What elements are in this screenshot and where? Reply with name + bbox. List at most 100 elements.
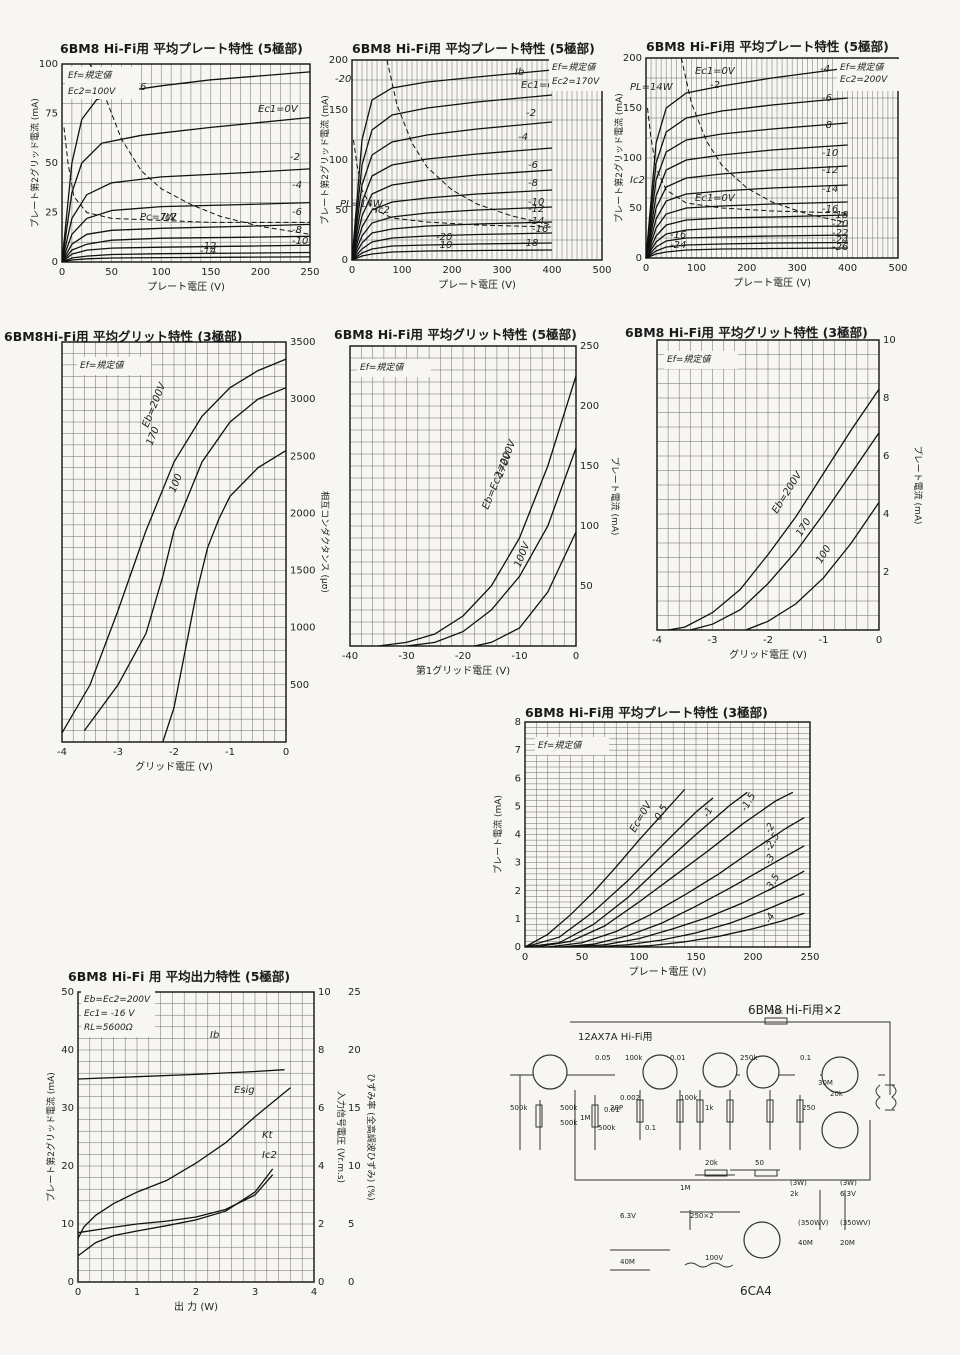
x-tick-label: -1 [225, 747, 235, 758]
series-line [61, 223, 311, 263]
series-line [61, 244, 311, 263]
x-tick-label: 400 [838, 263, 857, 274]
annotation-text: Ef=規定値 [538, 740, 583, 751]
series-label: -12 [528, 204, 544, 215]
x-axis-label: プレート電圧 (V) [438, 279, 516, 291]
x-tick-label: 1 [134, 1287, 140, 1298]
series-line [645, 122, 848, 259]
series-label: -2 [710, 80, 720, 91]
series-line [77, 1168, 274, 1257]
series-line [406, 447, 577, 647]
series-label: -8 [292, 225, 302, 236]
x-axis-label: プレート電圧 (V) [629, 966, 707, 978]
series-label: Ec1=0V [521, 80, 562, 91]
y-tick-label: 0 [342, 255, 348, 266]
series-line [536, 791, 794, 948]
schematic-component-label: 100k [680, 1094, 698, 1102]
series-label: -1.5 [739, 791, 758, 813]
grid [351, 59, 603, 261]
schematic-component-label: 0.05 [595, 1054, 611, 1062]
x-tick-label: -1 [819, 635, 829, 646]
y-tick-label: 10 [883, 335, 896, 346]
schematic-label-6ca4: 6CA4 [740, 1284, 772, 1298]
series-label: -2 [290, 152, 300, 163]
x-tick-label: 0 [349, 265, 355, 276]
series-label: Pc=7W [140, 212, 177, 223]
series-label: -14 [528, 216, 544, 227]
plot-frame [61, 63, 311, 263]
x-tick-label: 0 [643, 263, 649, 274]
x-tick-label: 500 [888, 263, 907, 274]
series-label: Ec1=0V [258, 104, 299, 115]
series-label: -14 [822, 184, 838, 195]
series-line [645, 241, 848, 259]
x-tick-label: 0 [59, 267, 65, 278]
y-tick-label: 0 [515, 942, 521, 953]
y2-tick-label: 0 [318, 1277, 324, 1288]
series-line [61, 251, 311, 263]
schematic-component-label: 500k [510, 1104, 528, 1112]
y-tick-label: 200 [329, 55, 348, 66]
series-label: -3 [763, 852, 778, 866]
y-tick-label: 500 [290, 680, 309, 691]
y-tick-label: 100 [623, 153, 642, 164]
chart-panel-8: 6BM8 Hi-Fi 用 平均出力特性 (5極部) 0 1 2 3 4 0 10 20 30 40… [0, 962, 380, 1322]
series-line [351, 242, 553, 261]
y-tick-label: 0 [636, 253, 642, 264]
series-line [351, 69, 553, 261]
plot-frame [351, 59, 603, 261]
y-tick-label: 25 [45, 208, 58, 219]
series-label: -10 [436, 240, 452, 251]
series-label: -16 [822, 204, 838, 215]
series-line [351, 232, 553, 261]
y-tick-label: 50 [629, 203, 642, 214]
series-line [63, 127, 310, 223]
series-label: Eb=200V [770, 469, 805, 516]
schematic-tubes [532, 1052, 859, 1259]
chart-title-7: 6BM8 Hi-Fi用 平均プレート特性 (3極部) [525, 705, 768, 720]
annotation-text: Ef=規定値 [552, 62, 597, 73]
schematic-component-label: (3W) [840, 1179, 857, 1187]
x-tick-label: -20 [455, 651, 471, 662]
annotation-text: RL=5600Ω [84, 1023, 133, 1033]
series-line [162, 450, 287, 743]
plot-frame [61, 341, 287, 743]
y-tick-label: 6 [515, 773, 521, 784]
plate-characteristics-pentode-200v-chart: 0 100 200 300 400 500 0 50 100 150 200 プレート電圧 (V) プレ… [613, 53, 911, 289]
series-line [61, 358, 287, 734]
y-tick-label: 0 [52, 257, 58, 268]
y-tick-label: 50 [45, 158, 58, 169]
x-tick-label: -40 [342, 651, 358, 662]
series-label: -2 [763, 821, 778, 835]
grid [349, 345, 577, 647]
series-line [474, 531, 577, 647]
x-tick-label: 50 [105, 267, 118, 278]
y-axis-label: プレート第2グリッド電流 (mA) [29, 98, 41, 228]
y-tick-label: 150 [329, 105, 348, 116]
y-tick-label: 2500 [290, 451, 315, 462]
y-tick-label: 8 [883, 393, 889, 404]
schematic-component-label: 20P [610, 1104, 623, 1112]
series-label: -8 [822, 120, 832, 131]
chart-title-8: 6BM8 Hi-Fi 用 平均出力特性 (5極部) [68, 969, 291, 984]
plate-characteristics-pentode-100v-chart: 0 50 100 150 200 250 0 25 50 75 100 プレート電圧 (V) プレート第… [29, 59, 320, 293]
series-label: -18 [832, 210, 848, 221]
series-label: -12 [200, 241, 216, 252]
schematic-component-label: 500k [560, 1104, 578, 1112]
x-tick-label: -10 [511, 651, 527, 662]
schematic-component-label: 0.1 [645, 1124, 656, 1132]
x-tick-label: 250 [800, 952, 819, 963]
series-label: -6 [822, 93, 832, 104]
schematic-component-label: 40M [620, 1258, 635, 1266]
annotation-text: Ec2=170V [552, 77, 600, 87]
series-line [77, 1069, 285, 1080]
y-tick-label: 5 [515, 801, 521, 812]
series-line [351, 206, 553, 261]
y-tick-label: 150 [580, 461, 599, 472]
series-line [593, 893, 805, 948]
schematic-component-label: 250k [740, 1054, 758, 1062]
series-line [83, 387, 287, 731]
series-label: Ic2 [162, 212, 177, 223]
y-axis-label: プレート第2グリッド電流 (mA) [319, 95, 331, 225]
x-axis-label: グリッド電圧 (V) [135, 760, 213, 773]
